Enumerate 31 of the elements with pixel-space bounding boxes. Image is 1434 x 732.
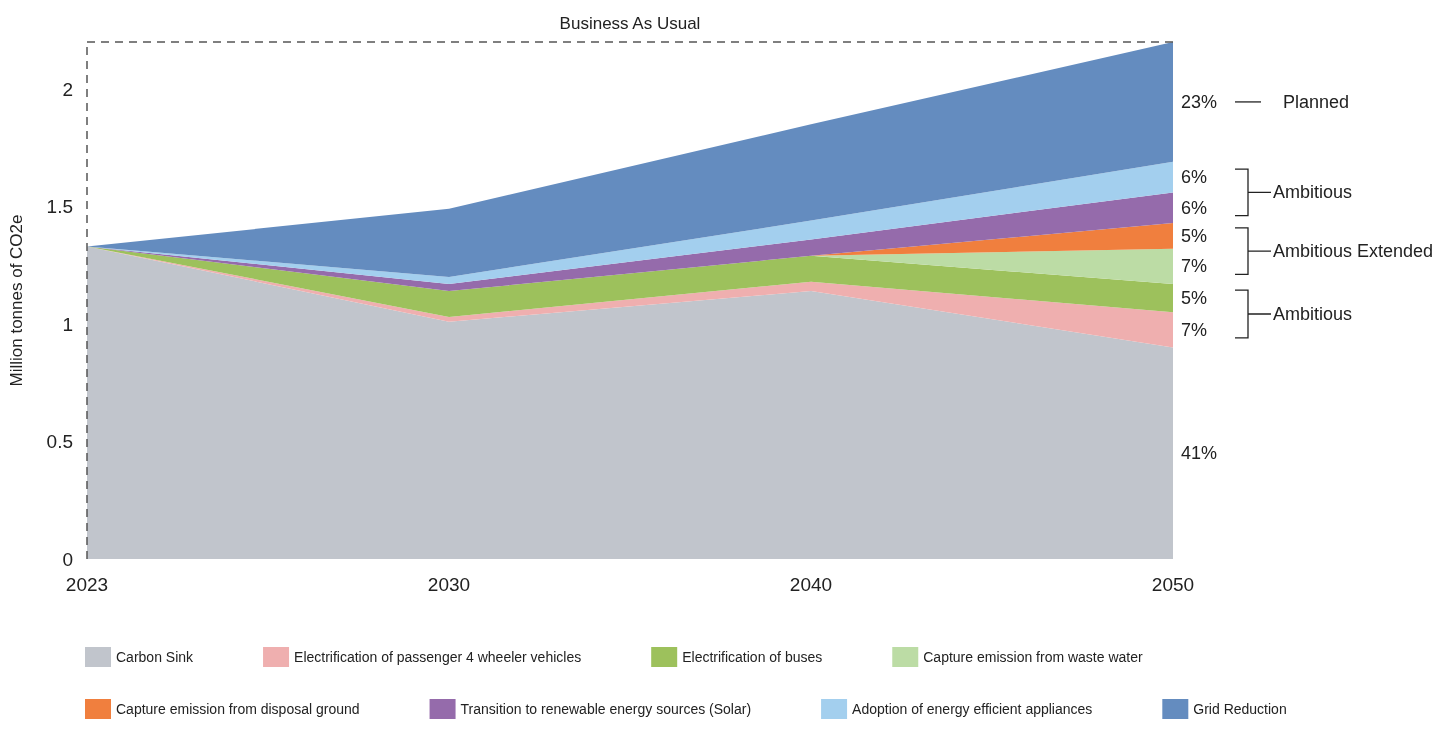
annotation: 5% — [1181, 225, 1208, 247]
annotation: 6% — [1181, 197, 1208, 219]
ref-line-label: Business As Usual — [559, 14, 701, 33]
legend-label: Electrification of passenger 4 wheeler vehicles — [294, 649, 582, 665]
x-tick-label: 2023 — [65, 574, 109, 595]
x-tick-label: 2030 — [427, 574, 471, 595]
annotation: 7% — [1181, 319, 1208, 341]
annotation: 41% — [1181, 442, 1218, 464]
x-tick-label: 2050 — [1151, 574, 1195, 595]
y-tick-label: 1.5 — [46, 196, 73, 217]
annotation: 23% — [1181, 91, 1218, 113]
legend-label: Capture emission from waste water — [923, 649, 1144, 665]
legend-label: Capture emission from disposal ground — [116, 701, 360, 717]
text: Ambitious — [1273, 181, 1353, 203]
legend-label: Electrification of buses — [682, 649, 823, 665]
y-tick-label: 1 — [62, 313, 73, 335]
text: Ambitious — [1273, 303, 1353, 325]
y-tick-label: 0.5 — [46, 431, 73, 452]
y-tick-label: 2 — [62, 78, 73, 100]
legend-label: Transition to renewable energy sources (Solar) — [460, 701, 752, 717]
y-axis-title: Million tonnes of CO2e — [7, 214, 26, 387]
text: Ambitious Extended — [1273, 240, 1434, 262]
annotation: 5% — [1181, 287, 1208, 309]
legend-label: Adoption of energy efficient appliances — [852, 701, 1093, 717]
y-tick-label: 0 — [62, 548, 73, 570]
annotation: 6% — [1181, 166, 1208, 188]
x-tick-label: 2040 — [789, 574, 833, 595]
legend-label: Carbon Sink — [116, 649, 195, 665]
annotation: 7% — [1181, 255, 1208, 277]
legend-label: Grid Reduction — [1193, 701, 1287, 717]
text: Planned — [1283, 91, 1350, 113]
